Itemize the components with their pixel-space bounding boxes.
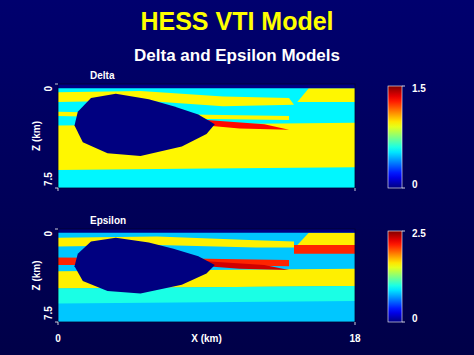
region — [294, 245, 355, 254]
colorbar-tick — [402, 322, 405, 323]
colorbar-tick — [402, 86, 405, 87]
panel-title: Epsilon — [90, 215, 126, 226]
colorbar — [388, 231, 402, 322]
page: HESS VTI Model Delta and Epsilon Models De… — [0, 0, 474, 355]
plot-area — [58, 84, 355, 188]
colorbar-label: 0 — [412, 313, 418, 324]
x-tick — [355, 322, 356, 325]
colorbar — [388, 86, 402, 188]
x-tick — [58, 322, 59, 325]
y-tick — [55, 188, 58, 189]
region — [58, 84, 355, 188]
x-label: X (km) — [191, 333, 222, 344]
y-tick-label: 0 — [43, 231, 54, 237]
colorbar-tick — [402, 188, 405, 189]
frame — [58, 229, 355, 322]
colorbar-tick — [402, 231, 405, 232]
x-tick-label: 0 — [55, 333, 61, 344]
y-tick — [55, 229, 58, 230]
region — [207, 261, 290, 270]
region — [207, 120, 290, 130]
x-tick — [58, 188, 59, 191]
x-tick — [355, 188, 356, 191]
subtitle: Delta and Epsilon Models — [134, 46, 340, 65]
region — [75, 94, 215, 156]
frame — [58, 84, 355, 188]
y-tick — [55, 322, 58, 323]
region — [297, 233, 355, 245]
title: HESS VTI Model — [140, 7, 333, 35]
y-label: Z (km) — [31, 121, 42, 151]
colorbar-label: 0 — [412, 179, 418, 190]
region — [58, 229, 355, 233]
y-label: Z (km) — [31, 261, 42, 291]
region — [75, 238, 215, 294]
colorbar-label: 1.5 — [412, 83, 426, 94]
plot-area — [58, 229, 355, 322]
y-tick-label: 0 — [43, 86, 54, 92]
colorbar-label: 2.5 — [412, 228, 426, 239]
y-tick-label: 7.5 — [43, 306, 54, 320]
region — [58, 84, 355, 88]
region — [58, 229, 355, 322]
region — [297, 88, 355, 102]
panel-title: Delta — [90, 70, 115, 81]
y-tick-label: 7.5 — [43, 172, 54, 186]
y-tick — [55, 84, 58, 85]
x-tick-label: 18 — [349, 333, 361, 344]
